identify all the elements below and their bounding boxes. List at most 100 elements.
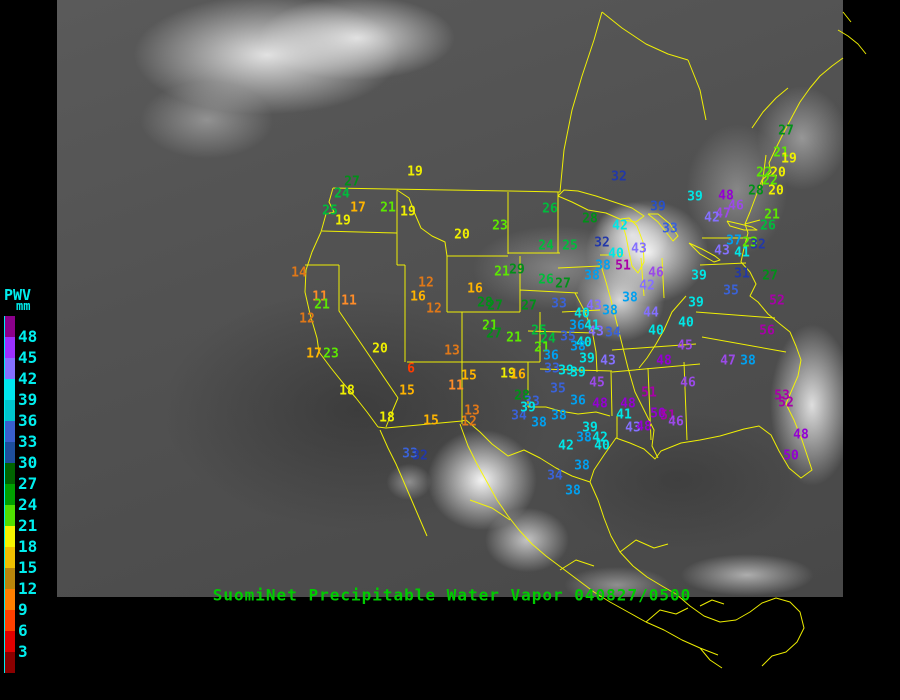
station-value: 36 bbox=[570, 393, 586, 409]
station-value: 38 bbox=[595, 258, 611, 274]
station-value: 27 bbox=[555, 276, 571, 292]
station-value: 27 bbox=[486, 326, 502, 342]
station-value: 39 bbox=[520, 400, 536, 416]
station-value: 42 bbox=[704, 210, 720, 226]
station-value: 21 bbox=[764, 207, 780, 223]
legend-swatch bbox=[4, 568, 15, 589]
station-value: 11 bbox=[312, 289, 328, 305]
station-value: 46 bbox=[728, 198, 744, 214]
legend-label: 39 bbox=[18, 390, 38, 409]
legend-swatch bbox=[4, 631, 15, 652]
station-value: 40 bbox=[608, 246, 624, 262]
legend-swatch bbox=[4, 316, 15, 337]
station-value: 15 bbox=[399, 383, 415, 399]
station-value: 43 bbox=[588, 324, 604, 340]
station-value: 39 bbox=[687, 189, 703, 205]
station-value: 46 bbox=[648, 265, 664, 281]
legend-row: 18 bbox=[4, 526, 37, 555]
station-value: 21 bbox=[314, 297, 330, 313]
legend-swatch bbox=[4, 358, 15, 379]
station-value: 20 bbox=[454, 227, 470, 243]
legend-swatch bbox=[4, 484, 15, 505]
station-value: 42 bbox=[558, 438, 574, 454]
station-value: 16 bbox=[467, 281, 483, 297]
station-value: 25 bbox=[562, 238, 578, 254]
legend-swatch bbox=[4, 547, 15, 568]
station-value: 33 bbox=[662, 221, 678, 237]
station-value: 46 bbox=[680, 375, 696, 391]
station-value: 35 bbox=[723, 283, 739, 299]
station-value: 33 bbox=[524, 394, 540, 410]
station-value: 48 bbox=[793, 427, 809, 443]
station-value: 16 bbox=[410, 289, 426, 305]
legend-row: 6 bbox=[4, 610, 37, 639]
station-value: 39 bbox=[688, 295, 704, 311]
station-value: 28 bbox=[748, 183, 764, 199]
station-value: 21 bbox=[534, 340, 550, 356]
station-value: 12 bbox=[426, 301, 442, 317]
station-value: 48 bbox=[718, 188, 734, 204]
station-value: 51 bbox=[641, 385, 657, 401]
legend-label: 18 bbox=[18, 537, 38, 556]
station-value: 39 bbox=[570, 365, 586, 381]
station-value: 38 bbox=[551, 408, 567, 424]
station-value: 48 bbox=[656, 353, 672, 369]
station-value: 43 bbox=[625, 420, 641, 436]
station-value: 38 bbox=[574, 458, 590, 474]
station-value: 11 bbox=[448, 378, 464, 394]
legend-label: 12 bbox=[18, 579, 38, 598]
station-value: 20 bbox=[768, 183, 784, 199]
legend-label: 42 bbox=[18, 369, 38, 388]
legend-row: 15 bbox=[4, 547, 37, 576]
station-value: 41 bbox=[734, 245, 750, 261]
station-value: 40 bbox=[648, 323, 664, 339]
station-value: 17 bbox=[306, 346, 322, 362]
legend-swatch bbox=[4, 505, 15, 526]
pwv-color-legend: PWV mm 48 45 42 39 36 33 30 27 24 21 18 15 12 9 6 3 bbox=[4, 286, 38, 673]
legend-row: 33 bbox=[4, 421, 37, 450]
station-value: 56 bbox=[759, 323, 775, 339]
station-value: 38 bbox=[622, 290, 638, 306]
station-value: 51 bbox=[615, 258, 631, 274]
station-value: 38 bbox=[570, 339, 586, 355]
legend-swatch bbox=[4, 526, 15, 547]
station-value: 32 bbox=[750, 237, 766, 253]
station-value: 38 bbox=[584, 268, 600, 284]
station-value: 51 bbox=[660, 408, 676, 424]
legend-swatch bbox=[4, 379, 15, 400]
station-value: 11 bbox=[341, 293, 357, 309]
station-value: 12 bbox=[299, 311, 315, 327]
station-value: 32 bbox=[611, 169, 627, 185]
station-value: 52 bbox=[778, 395, 794, 411]
station-value: 18 bbox=[339, 383, 355, 399]
legend-title: PWV bbox=[4, 286, 32, 304]
legend-row: 3 bbox=[4, 631, 37, 660]
station-value: 42 bbox=[592, 430, 608, 446]
station-value: 27 bbox=[778, 123, 794, 139]
legend-swatch bbox=[4, 589, 15, 610]
legend-label: 33 bbox=[18, 432, 38, 451]
station-value: 26 bbox=[542, 201, 558, 217]
legend-label: 3 bbox=[18, 642, 28, 661]
station-value: 23 bbox=[323, 346, 339, 362]
legend-row: 27 bbox=[4, 463, 37, 492]
station-value: 33 bbox=[544, 361, 560, 377]
legend-swatch bbox=[4, 337, 15, 358]
station-value: 12 bbox=[461, 414, 477, 430]
station-value: 21 bbox=[380, 200, 396, 216]
station-value: 48 bbox=[636, 419, 652, 435]
legend-row: 30 bbox=[4, 442, 37, 471]
station-value: 28 bbox=[582, 211, 598, 227]
station-value: 24 bbox=[538, 238, 554, 254]
station-value: 38 bbox=[740, 353, 756, 369]
legend-label: 15 bbox=[18, 558, 38, 577]
station-value: 43 bbox=[586, 298, 602, 314]
station-value: 27 bbox=[762, 268, 778, 284]
station-value: 34 bbox=[547, 468, 563, 484]
station-value: 43 bbox=[631, 241, 647, 257]
station-value: 19 bbox=[781, 151, 797, 167]
station-value: 26 bbox=[760, 218, 776, 234]
station-value: 50 bbox=[783, 448, 799, 464]
station-value: 20 bbox=[372, 341, 388, 357]
legend-row: 36 bbox=[4, 400, 37, 429]
